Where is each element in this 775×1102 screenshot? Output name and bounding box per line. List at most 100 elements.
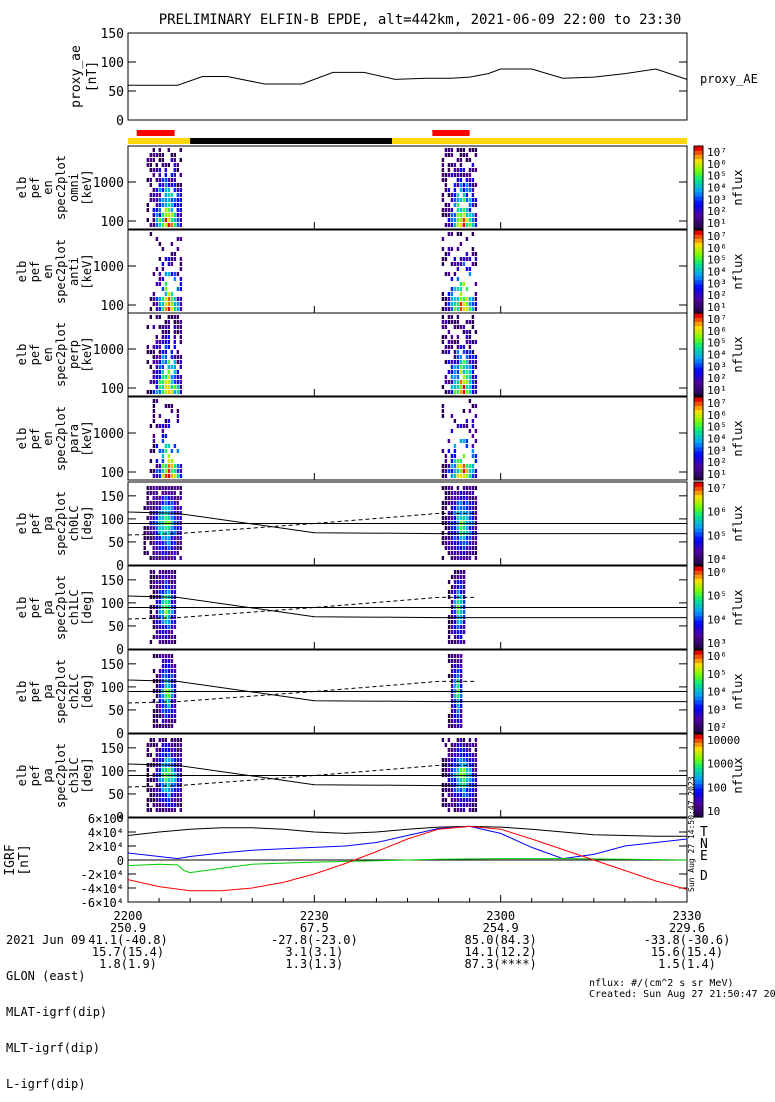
- spec-pixel: [149, 491, 152, 495]
- spec-pixel: [155, 365, 158, 369]
- colorbar-label-text: nflux: [731, 253, 745, 289]
- spec-pixel: [161, 620, 165, 624]
- spec-pixel: [450, 148, 454, 152]
- spec-pixel: [450, 743, 454, 747]
- spec-pixel: [450, 758, 454, 762]
- spec-pixel: [456, 380, 460, 384]
- spec-pixel: [167, 325, 170, 329]
- spec-pixel: [456, 620, 460, 624]
- spec-pixel: [465, 307, 469, 311]
- spec-pixel: [164, 297, 168, 301]
- spec-pixel: [471, 213, 475, 217]
- spec-pixel: [170, 409, 174, 413]
- spec-pixel: [447, 252, 451, 256]
- ylabel-line: IGRF: [3, 844, 18, 875]
- spec-pixel: [474, 203, 478, 207]
- spec-pixel: [450, 536, 454, 540]
- colorbar-cell: [694, 434, 703, 440]
- spec-pixel: [459, 694, 463, 698]
- spec-pixel: [459, 262, 463, 266]
- spec-pixel: [152, 580, 156, 584]
- spec-pixel: [453, 370, 457, 374]
- spec-pixel: [450, 247, 454, 251]
- spec-pixel: [465, 501, 469, 505]
- spec-pixel: [173, 307, 177, 311]
- spec-pixel: [152, 803, 155, 807]
- spec-pixel: [167, 491, 170, 495]
- spec-pixel: [170, 307, 174, 311]
- spec-pixel: [179, 208, 182, 212]
- spec-pixel: [170, 630, 174, 634]
- spec-pixel: [474, 385, 478, 389]
- spec-pixel: [167, 424, 171, 428]
- spec-pixel: [167, 546, 170, 550]
- spec-pixel: [450, 474, 454, 478]
- spec-pixel: [167, 803, 170, 807]
- spec-pixel: [456, 536, 460, 540]
- spec-pixel: [155, 788, 158, 792]
- spec-pixel: [173, 320, 176, 324]
- spec-pixel: [167, 380, 170, 384]
- spec-pixel: [456, 743, 460, 747]
- spec-pixel: [155, 390, 158, 394]
- spec-pixel: [450, 699, 454, 703]
- spec-pixel: [179, 758, 182, 762]
- spec-pixel: [164, 419, 168, 423]
- spec-pixel: [167, 320, 170, 324]
- spec-pixel: [456, 390, 460, 394]
- spec-pixel: [453, 183, 457, 187]
- colorbar-cell: [694, 379, 703, 385]
- spec-pixel: [465, 496, 469, 500]
- spec-pixel: [164, 704, 168, 708]
- spec-pixel: [167, 724, 171, 728]
- spec-pixel: [167, 659, 171, 663]
- spec-pixel: [453, 590, 457, 594]
- spec-pixel: [453, 709, 457, 713]
- spec-pixel: [468, 297, 472, 301]
- spec-pixel: [447, 738, 451, 742]
- spec-pixel: [459, 469, 463, 473]
- spec-pixel: [453, 610, 457, 614]
- spec-pixel: [465, 556, 469, 560]
- spec-pixel: [459, 738, 463, 742]
- spec-pixel: [158, 345, 161, 349]
- spec-pixel: [474, 330, 478, 334]
- spec-pixel: [155, 531, 158, 535]
- ylabel-line: ch2LC: [67, 673, 81, 709]
- colorbar-cell: [694, 187, 703, 193]
- spec-pixel: [164, 385, 167, 389]
- spec-pixel: [158, 575, 162, 579]
- spec-pixel: [170, 218, 173, 222]
- spec-pixel: [152, 193, 155, 197]
- spec-pixel: [468, 511, 472, 515]
- colorbar-cell: [694, 578, 703, 584]
- spec-pixel: [176, 464, 180, 468]
- spec-pixel: [161, 694, 165, 698]
- colorbar-cell: [694, 250, 703, 256]
- spec-pixel: [161, 788, 164, 792]
- colorbar-tick-label: 10⁶: [707, 158, 727, 171]
- spec-pixel: [155, 153, 158, 157]
- colorbar-cell: [694, 375, 703, 380]
- ylabel-line: [deg]: [80, 505, 94, 541]
- ylabel-line: elb: [15, 261, 29, 283]
- spec-pixel: [161, 506, 164, 510]
- igrf-legend-T: T: [700, 825, 708, 840]
- spec-pixel: [468, 429, 472, 433]
- spec-pixel: [155, 748, 158, 752]
- spec-pixel: [152, 585, 156, 589]
- colorbar-cell: [694, 595, 703, 600]
- spec-pixel: [468, 218, 472, 222]
- spec-pixel: [152, 297, 156, 301]
- ylabel-line: [keV]: [80, 253, 94, 289]
- spec-pixel: [465, 213, 469, 217]
- spec-pixel: [161, 350, 164, 354]
- spec-pixel: [459, 659, 463, 663]
- spec-pixel: [176, 793, 179, 797]
- spec-pixel: [176, 541, 179, 545]
- spec-pixel: [447, 247, 451, 251]
- spec-pixel: [164, 808, 167, 812]
- ylabel-elb_pef_pa_spec2plot_ch2LC: elb pef pa spec2plot ch2LC [deg]: [15, 659, 94, 724]
- spec-pixel: [173, 758, 176, 762]
- xaxis-value: -27.8(-23.0): [271, 933, 358, 947]
